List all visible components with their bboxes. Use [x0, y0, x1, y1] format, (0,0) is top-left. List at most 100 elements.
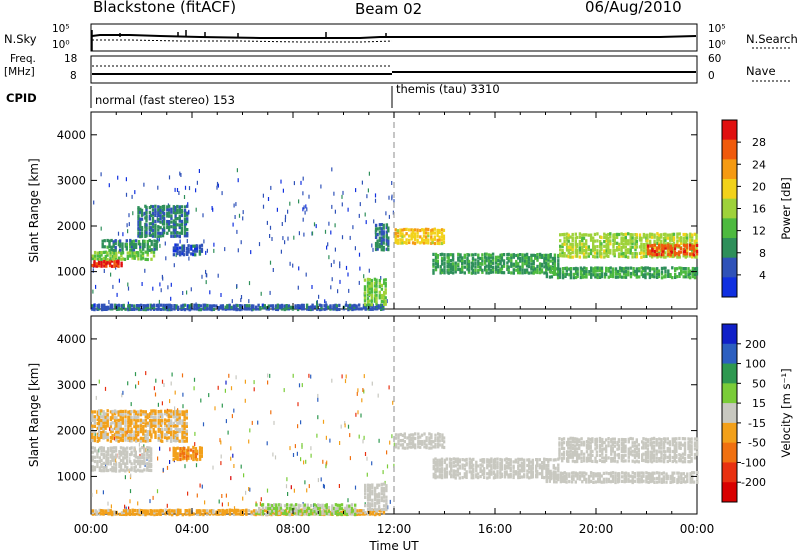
echo-cell	[308, 194, 310, 199]
echo-cell	[176, 438, 179, 442]
echo-cell	[518, 253, 522, 257]
echo-cell	[146, 446, 149, 450]
echo-cell	[604, 444, 608, 448]
echo-cell	[406, 446, 409, 450]
echo-cell	[150, 512, 154, 516]
echo-cell	[115, 251, 118, 255]
echo-cell	[591, 459, 594, 463]
echo-cell	[567, 236, 570, 240]
echo-cell	[139, 439, 143, 443]
echo-cell	[137, 430, 140, 434]
echo-cell	[617, 438, 621, 442]
echo-cell	[677, 475, 680, 479]
echo-cell	[670, 246, 674, 250]
echo-cell	[169, 424, 173, 428]
echo-cell	[514, 470, 517, 474]
echo-cell	[541, 469, 544, 474]
echo-cell	[650, 441, 654, 445]
echo-cell	[279, 506, 283, 510]
echo-cell	[137, 432, 140, 436]
echo-cell	[183, 435, 186, 439]
echo-cell	[634, 236, 637, 240]
echo-cell	[493, 473, 497, 477]
echo-cell	[118, 278, 120, 283]
echo-cell	[638, 480, 641, 484]
echo-cell	[433, 241, 436, 246]
echo-cell	[138, 447, 142, 451]
echo-cell	[693, 272, 697, 277]
echo-cell	[289, 446, 291, 451]
echo-cell	[575, 443, 579, 447]
echo-cell	[394, 237, 397, 241]
echo-cell	[620, 248, 623, 253]
echo-cell	[581, 246, 584, 250]
echo-cell	[121, 248, 124, 252]
echo-cell	[620, 441, 624, 445]
echo-cell	[183, 210, 187, 214]
echo-cell	[423, 432, 426, 436]
echo-cell	[545, 467, 548, 471]
echo-cell	[133, 251, 136, 255]
echo-cell	[264, 513, 268, 517]
echo-cell	[105, 264, 108, 268]
echo-cell	[666, 447, 669, 451]
echo-cell	[512, 470, 515, 474]
echo-cell	[108, 259, 112, 263]
echo-cell	[157, 438, 160, 442]
echo-cell	[197, 509, 201, 513]
echo-band	[545, 266, 699, 280]
echo-cell	[575, 459, 579, 464]
echo-cell	[547, 256, 550, 260]
echo-cell	[512, 268, 515, 272]
echo-cell	[150, 226, 153, 230]
echo-cell	[366, 281, 370, 285]
echo-cell	[100, 253, 103, 257]
echo-cell	[434, 438, 437, 443]
echo-cell	[693, 239, 697, 243]
echo-cell	[635, 444, 638, 448]
echo-cell	[257, 303, 260, 307]
echo-cell	[438, 228, 441, 233]
echo-cell	[135, 430, 138, 434]
echo-cell	[465, 472, 468, 476]
echo-cell	[162, 226, 166, 230]
echo-cell	[475, 473, 478, 477]
echo-cell	[385, 499, 388, 503]
echo-cell	[275, 506, 278, 510]
echo-cell	[432, 252, 435, 256]
echo-cell	[139, 228, 142, 232]
echo-cell	[664, 273, 667, 277]
echo-cell	[649, 249, 652, 253]
echo-cell	[387, 248, 390, 252]
echo-cell	[135, 251, 139, 255]
echo-cell	[128, 213, 130, 218]
echo-cell	[424, 237, 428, 241]
echo-cell	[647, 471, 650, 476]
echo-cell	[227, 502, 229, 507]
echo-cell	[108, 241, 111, 245]
echo-cell	[605, 249, 608, 253]
echo-cell	[169, 439, 173, 443]
echo-cell	[228, 303, 231, 307]
echo-cell	[640, 242, 643, 246]
echo-cell	[172, 246, 176, 250]
echo-cell	[151, 205, 155, 209]
echo-cell	[145, 231, 148, 235]
echo-cell	[695, 255, 698, 259]
echo-cell	[157, 211, 160, 215]
echo-cell	[177, 510, 180, 514]
echo-cell	[199, 308, 202, 312]
echo-cell	[322, 419, 325, 424]
echo-cell	[317, 503, 320, 507]
echo-cell	[463, 467, 467, 471]
echo-cell	[96, 410, 99, 414]
echo-cell	[420, 440, 424, 444]
echo-cell	[355, 304, 358, 308]
echo-cell	[591, 440, 594, 444]
echo-cell	[283, 388, 285, 393]
echo-cell	[110, 504, 112, 509]
echo-cell	[609, 251, 612, 255]
echo-cell	[121, 242, 124, 246]
echo-cell	[638, 275, 641, 279]
echo-cell	[168, 303, 171, 307]
